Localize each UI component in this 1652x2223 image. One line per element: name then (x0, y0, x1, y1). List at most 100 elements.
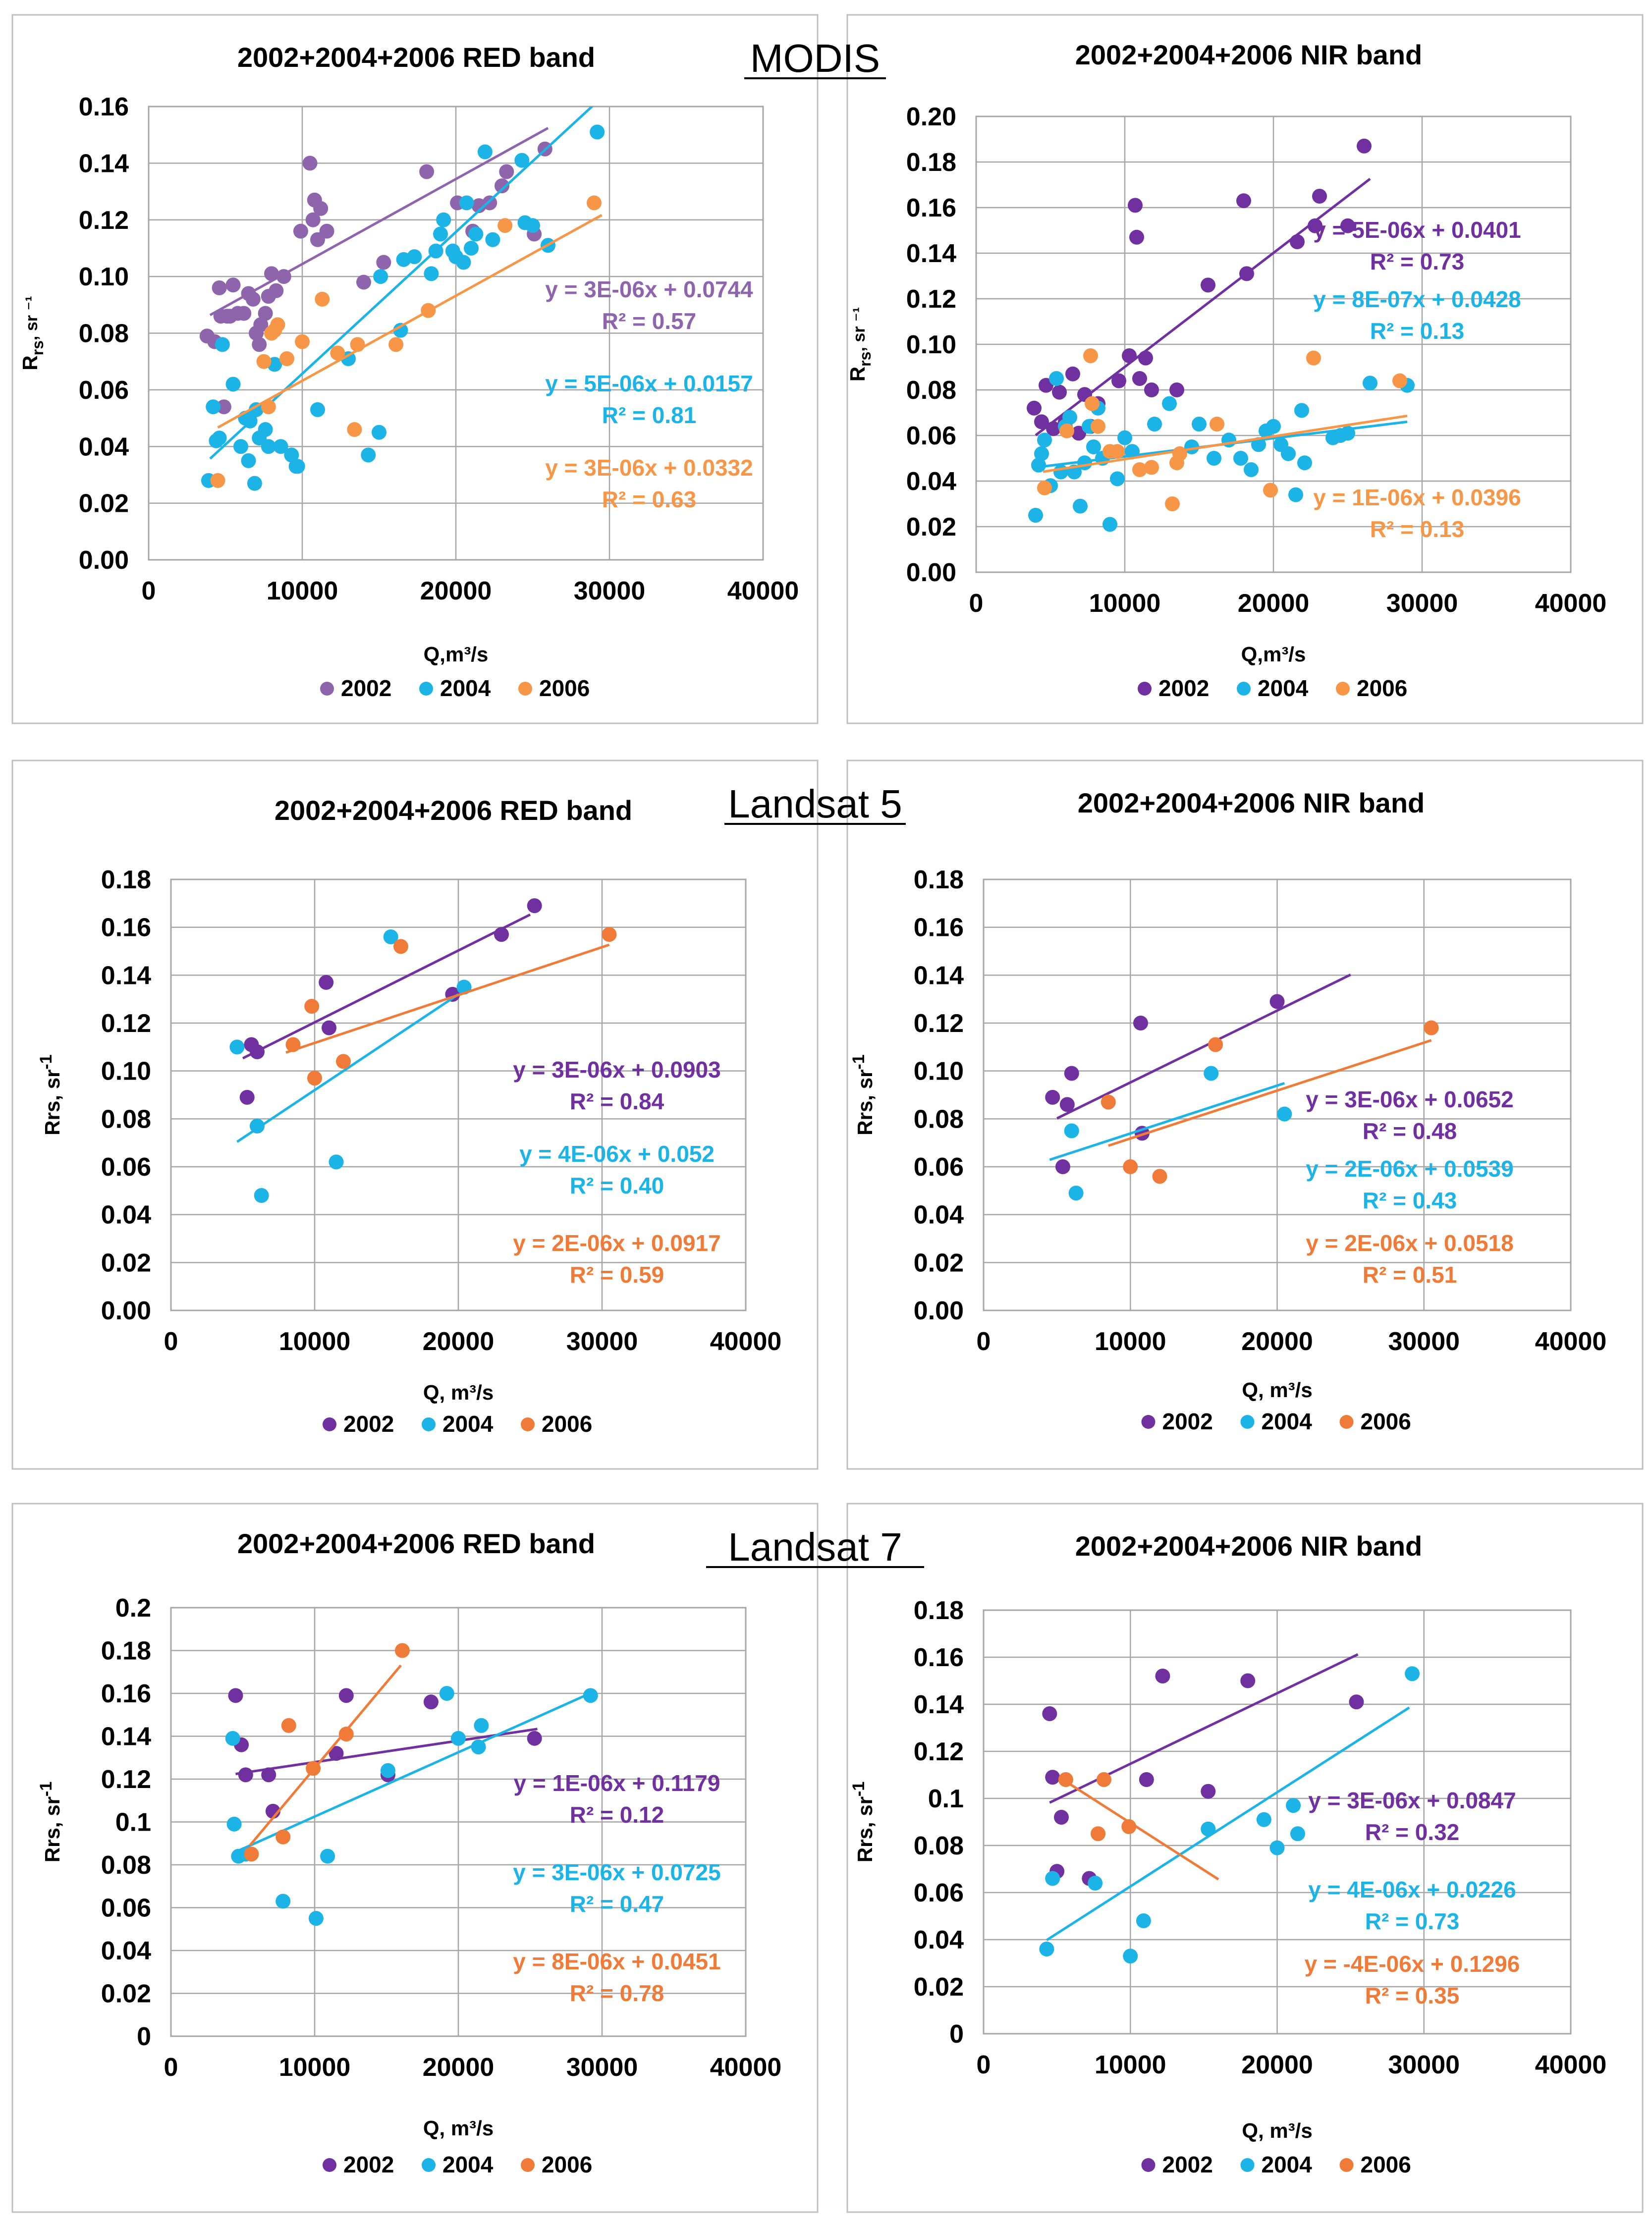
section-label-modis: MODIS (750, 36, 880, 80)
point-2004 (1034, 446, 1049, 461)
y-tick-label: 0.10 (906, 330, 956, 359)
point-2006 (1091, 1826, 1106, 1842)
chart-title: 2002+2004+2006 RED band (237, 1528, 595, 1559)
point-2004 (1117, 430, 1132, 445)
point-2002 (1111, 373, 1126, 388)
point-2004 (1049, 371, 1064, 386)
x-axis-label: Q, m³/s (423, 2116, 494, 2140)
fit-r2-2004: R² = 0.40 (570, 1173, 664, 1198)
fit-r2-2006: R² = 0.63 (602, 487, 697, 512)
point-2004 (225, 1731, 240, 1746)
trendline-2002 (209, 127, 549, 317)
point-2002 (216, 399, 231, 415)
point-2002 (527, 1731, 542, 1746)
point-2002 (1128, 198, 1143, 213)
x-tick-label: 0 (164, 1327, 178, 1356)
marks (225, 1643, 598, 1926)
fit-r2-2004: R² = 0.13 (1370, 318, 1465, 344)
y-tick-label: 0.02 (914, 1973, 964, 2002)
fit-r2-2002: R² = 0.84 (570, 1088, 664, 1114)
y-axis-label: Rrs, sr ⁻¹ (846, 307, 874, 381)
y-tick-label: 0.16 (101, 1680, 151, 1708)
y-tick-label: 0.08 (79, 320, 129, 348)
point-2002 (245, 291, 261, 307)
fit-equation-2002: y = 5E-06x + 0.0401 (1313, 217, 1521, 243)
point-2002 (1052, 384, 1067, 400)
point-2004 (471, 1739, 486, 1755)
y-axis-label: Rrs, sr ⁻¹ (18, 296, 47, 370)
point-2004 (273, 439, 288, 454)
point-2006 (281, 1718, 296, 1733)
point-2002 (228, 1688, 243, 1703)
point-2002 (276, 269, 291, 284)
fit-equation-2002: y = 3E-06x + 0.0903 (513, 1057, 720, 1083)
y-tick-label: 0.18 (101, 866, 151, 894)
x-tick-label: 20000 (423, 2053, 495, 2082)
section-label-landsat5: Landsat 5 (728, 782, 902, 826)
point-2002 (319, 975, 334, 990)
legend-marker-2002 (320, 682, 334, 696)
legend-label-2002: 2002 (1162, 1409, 1213, 1434)
x-tick-label: 10000 (279, 2053, 351, 2082)
point-2004 (1192, 417, 1207, 432)
point-2004 (258, 422, 273, 437)
y-tick-label: 0.08 (914, 1105, 964, 1134)
point-2004 (372, 425, 386, 440)
legend-marker-2002 (323, 2158, 336, 2172)
point-2002 (1201, 277, 1215, 293)
point-2006 (1037, 480, 1052, 495)
y-tick-label: 0.00 (906, 558, 956, 587)
fit-equation-2004: y = 3E-06x + 0.0725 (513, 1859, 720, 1885)
point-2004 (383, 929, 398, 944)
chart-title: 2002+2004+2006 RED band (275, 795, 632, 826)
point-2002 (1132, 371, 1147, 386)
x-tick-label: 0 (142, 577, 156, 605)
point-2004 (1233, 451, 1248, 466)
fit-r2-2006: R² = 0.51 (1363, 1262, 1457, 1288)
chart-title: 2002+2004+2006 NIR band (1075, 1530, 1422, 1562)
point-2006 (421, 303, 436, 318)
point-2002 (329, 1746, 344, 1761)
y-tick-label: 0.00 (914, 1297, 964, 1325)
y-tick-label: 0.04 (101, 1937, 151, 1965)
point-2004 (261, 439, 276, 454)
point-2002 (495, 178, 509, 194)
point-2002 (1054, 1810, 1069, 1825)
y-tick-label: 0.12 (906, 285, 956, 314)
point-2004 (320, 1848, 335, 1864)
point-2006 (1165, 496, 1180, 511)
x-tick-label: 30000 (1388, 2051, 1460, 2079)
x-tick-label: 40000 (710, 2053, 782, 2082)
y-tick-label: 0.08 (101, 1105, 151, 1134)
point-2002 (258, 306, 273, 321)
point-2002 (376, 255, 391, 270)
y-tick-label: 0.02 (101, 1980, 151, 2008)
chart-l5-nir: 2002+2004+2006 NIR band 0.00 0.02 0.04 0.06 0… (849, 787, 1606, 1434)
y-tick-label: 0.10 (914, 1057, 964, 1086)
point-2002 (1064, 1066, 1079, 1081)
point-2002 (423, 1694, 439, 1710)
legend-label-2002: 2002 (1158, 675, 1209, 701)
x-tick-label: 20000 (1238, 589, 1310, 618)
y-tick-label: 0.02 (101, 1248, 151, 1277)
x-tick-label: 40000 (1535, 2051, 1607, 2079)
point-2002 (1133, 1016, 1148, 1030)
point-2004 (1125, 444, 1140, 459)
y-tick-label: 0.16 (906, 194, 956, 222)
point-2006 (279, 351, 294, 366)
point-2006 (304, 999, 320, 1014)
fit-r2-2002: R² = 0.73 (1370, 249, 1465, 274)
y-axis-label: Rrs, sr-1 (849, 1054, 877, 1135)
y-tick-label: 0.06 (79, 376, 129, 405)
point-2006 (602, 927, 617, 942)
x-tick-label: 10000 (267, 577, 338, 605)
point-2004 (241, 453, 256, 468)
point-2004 (373, 269, 388, 284)
point-2002 (269, 283, 284, 298)
point-2002 (356, 274, 371, 290)
point-2004 (1256, 1812, 1271, 1827)
y-tick-label: 0.18 (906, 148, 956, 177)
fit-r2-2004: R² = 0.73 (1365, 1908, 1460, 1934)
point-2004 (433, 226, 448, 242)
y-tick-label: 0.04 (914, 1201, 964, 1230)
